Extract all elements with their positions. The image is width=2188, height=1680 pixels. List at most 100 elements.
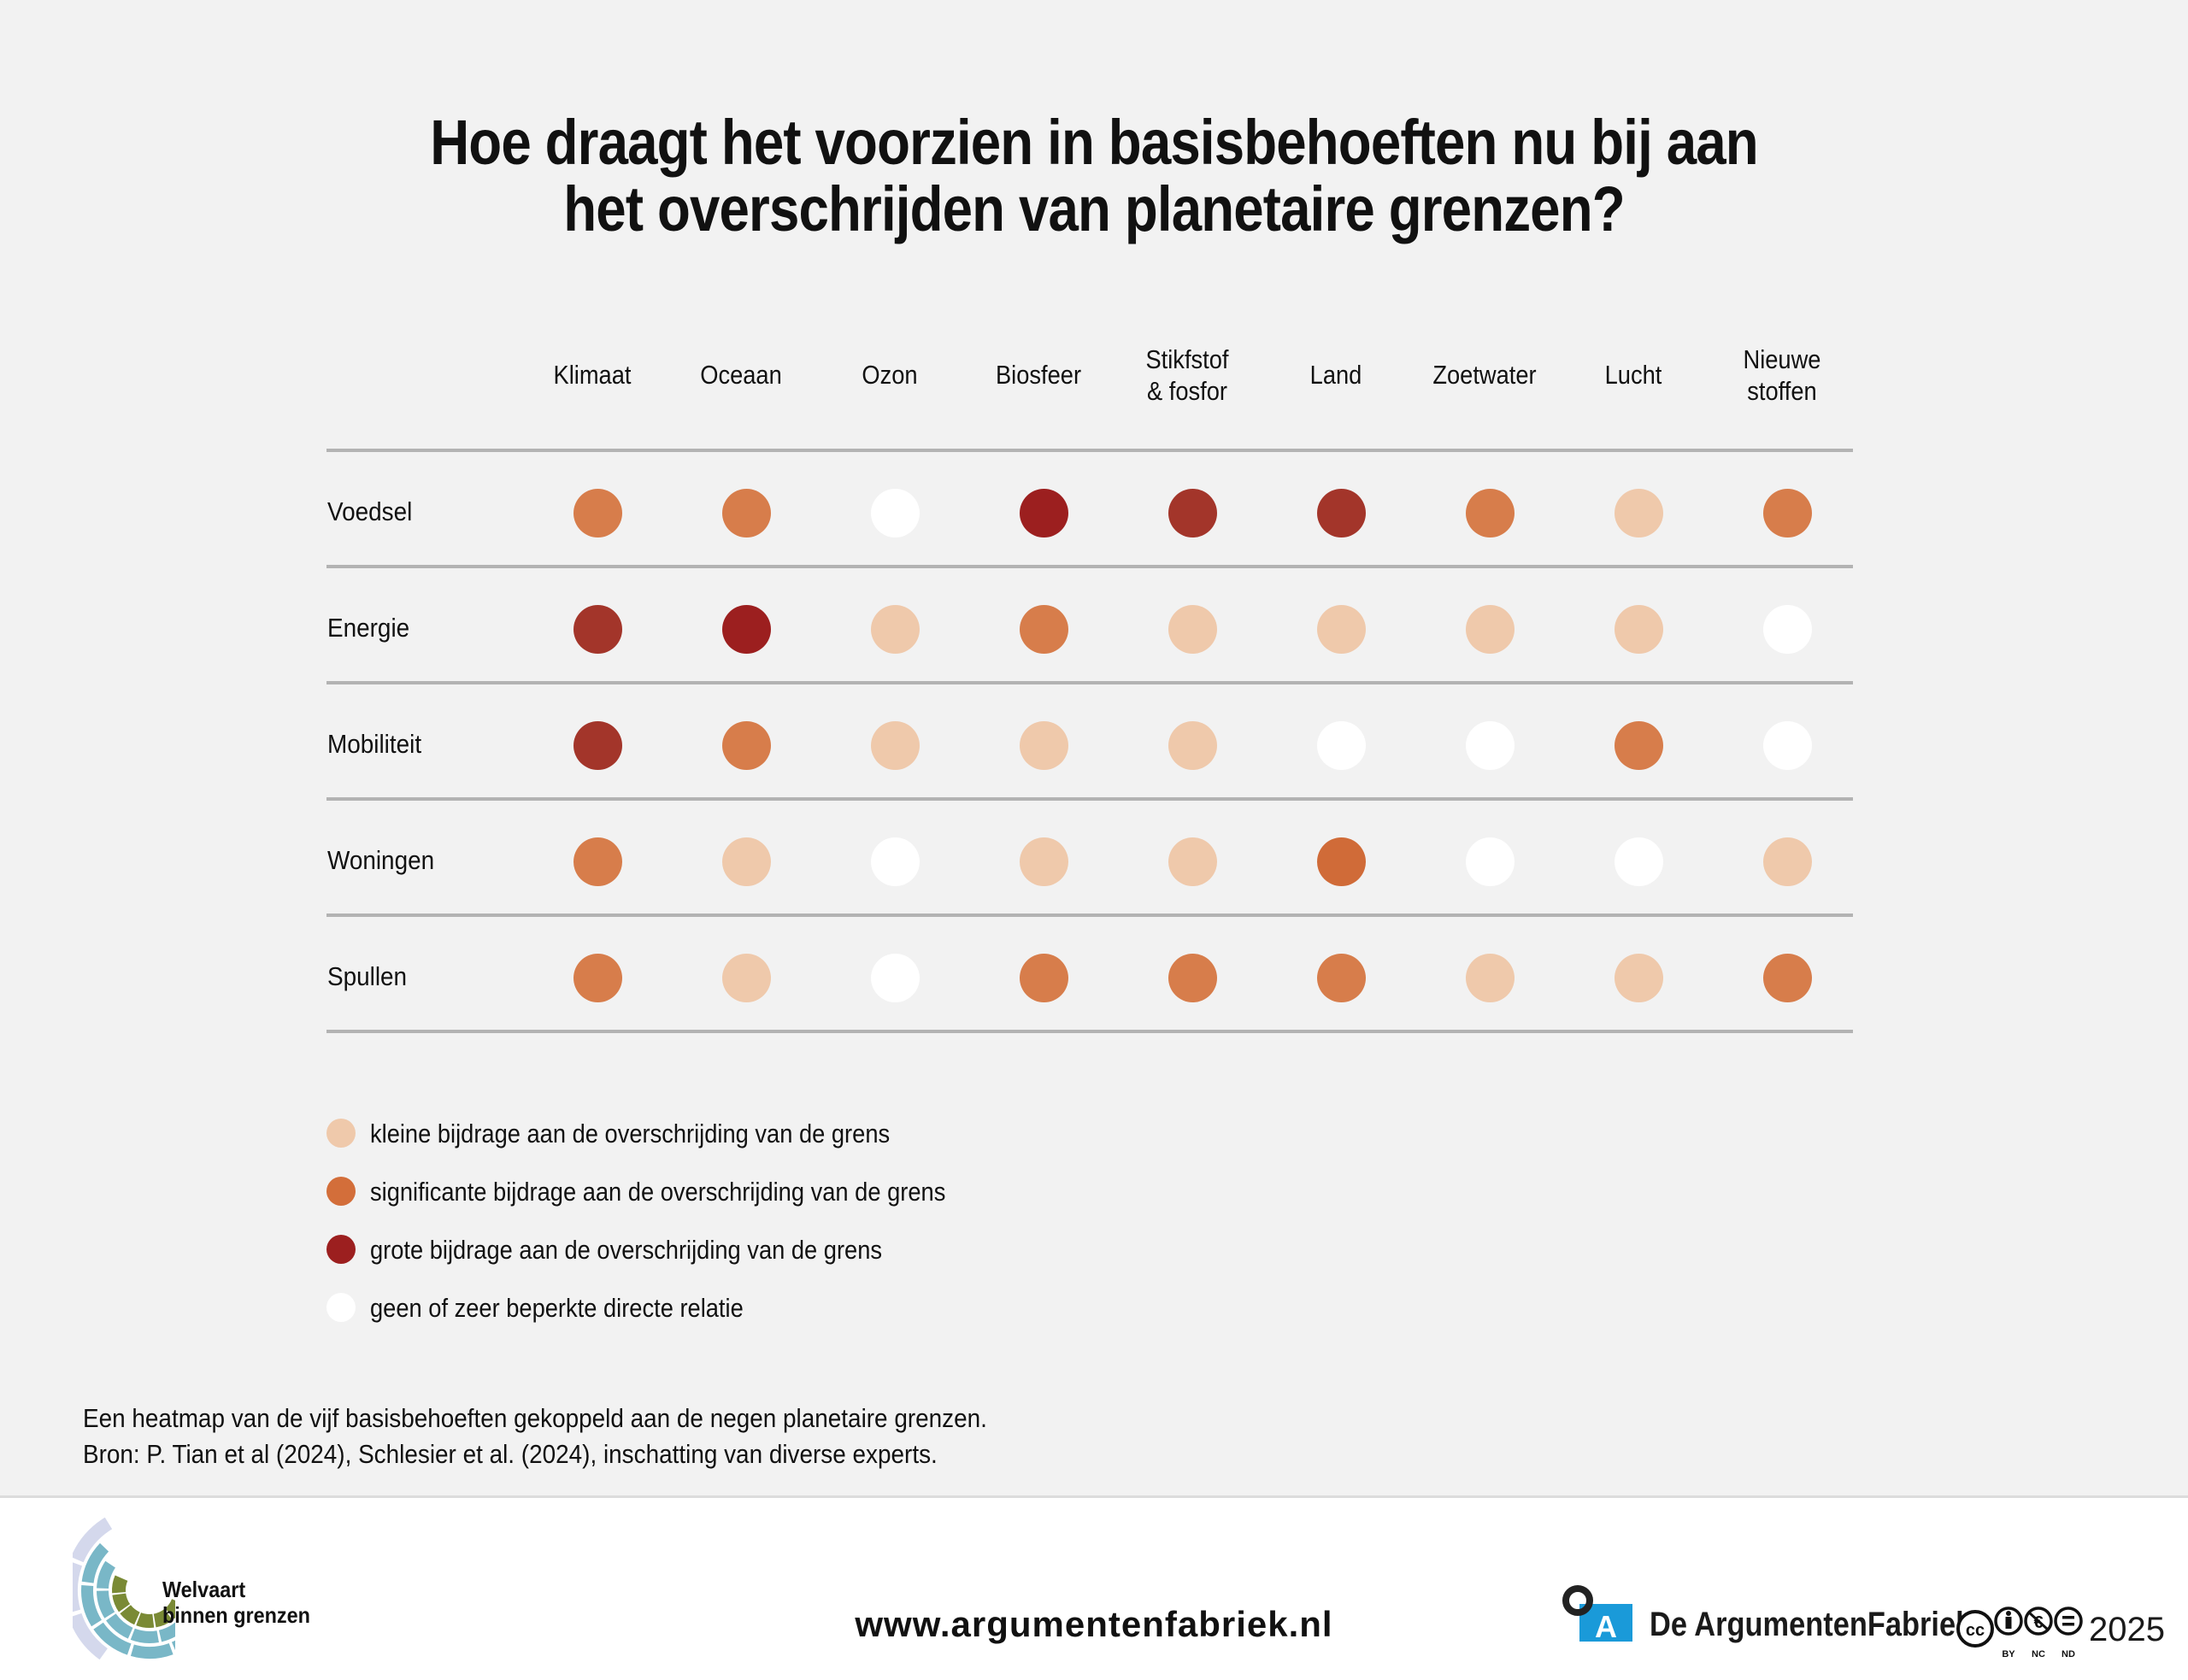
heatmap-cell-dot bbox=[721, 953, 771, 1002]
heatmap-cell-dot bbox=[1762, 488, 1812, 537]
row-divider bbox=[326, 1030, 1853, 1033]
column-header: Ozon bbox=[815, 359, 965, 391]
heatmap-cell-dot bbox=[1614, 953, 1663, 1002]
heatmap-cell-dot bbox=[1762, 720, 1812, 770]
row-divider bbox=[326, 797, 1853, 801]
heatmap-cell-dot bbox=[573, 720, 622, 770]
heatmap-cell-dot bbox=[1019, 953, 1068, 1002]
column-header-line: Land bbox=[1309, 360, 1362, 390]
logo-segment bbox=[171, 1640, 175, 1651]
heatmap-cell-dot bbox=[1465, 720, 1515, 770]
heatmap-cell-dot bbox=[870, 488, 920, 537]
column-header-line: Lucht bbox=[1604, 360, 1662, 390]
footer: Welvaart binnen grenzen www.argumentenfa… bbox=[0, 1495, 2188, 1680]
heatmap-cell-dot bbox=[721, 720, 771, 770]
caption-description: Een heatmap van de vijf basisbehoeften g… bbox=[83, 1403, 987, 1433]
row-label: Spullen bbox=[327, 961, 408, 991]
heatmap-cell-dot bbox=[1316, 604, 1366, 654]
column-header-line: Ozon bbox=[862, 360, 918, 390]
license-label-nd: ND bbox=[2062, 1649, 2075, 1659]
heatmap-cell-dot bbox=[1762, 837, 1812, 886]
logo-segment bbox=[97, 1560, 115, 1589]
by-icon bbox=[1994, 1607, 2023, 1636]
license-label-nc: NC bbox=[2032, 1649, 2045, 1659]
creative-commons-license-icon: cc € BY NC ND bbox=[1956, 1607, 2083, 1659]
logo-segment bbox=[112, 1593, 131, 1612]
row-label: Energie bbox=[327, 613, 410, 643]
column-header: Klimaat bbox=[517, 359, 668, 391]
heatmap-cell-dot bbox=[721, 604, 771, 654]
column-header-line: stoffen bbox=[1747, 376, 1817, 406]
logo-segment bbox=[106, 1613, 133, 1639]
heatmap-cell-dot bbox=[1168, 720, 1217, 770]
row-divider bbox=[326, 913, 1853, 917]
logo-segment bbox=[81, 1542, 109, 1583]
legend-label: significante bijdrage aan de overschrijd… bbox=[370, 1177, 946, 1207]
column-header-line: Oceaan bbox=[700, 360, 782, 390]
row-divider bbox=[326, 449, 1853, 452]
column-header: Lucht bbox=[1558, 359, 1709, 391]
heatmap-cell-dot bbox=[1168, 837, 1217, 886]
logo-segment bbox=[112, 1575, 128, 1594]
logo-segment bbox=[97, 1590, 115, 1618]
heatmap-cell-dot bbox=[1316, 488, 1366, 537]
logo-segment bbox=[73, 1517, 113, 1563]
heatmap-cell-dot bbox=[1465, 953, 1515, 1002]
column-header-line: Stikfstof bbox=[1145, 344, 1229, 374]
row-divider bbox=[326, 681, 1853, 684]
title-line-1: Hoe draagt het voorzien in basisbehoefte… bbox=[430, 107, 1758, 178]
website-link[interactable]: www.argumentenfabriek.nl bbox=[855, 1604, 1333, 1644]
heatmap-cell-dot bbox=[1614, 604, 1663, 654]
logo-segment bbox=[158, 1622, 175, 1642]
heatmap-cell-dot bbox=[1168, 953, 1217, 1002]
heatmap-cell-dot bbox=[870, 953, 920, 1002]
column-header-line: Klimaat bbox=[553, 360, 632, 390]
logo-segment bbox=[120, 1605, 140, 1625]
heatmap-cell-dot bbox=[1614, 837, 1663, 886]
nc-icon: € bbox=[2024, 1607, 2053, 1636]
legend-swatch bbox=[326, 1119, 356, 1148]
heatmap-cell-dot bbox=[1614, 720, 1663, 770]
heatmap-cell-dot bbox=[721, 837, 771, 886]
heatmap-cell-dot bbox=[870, 837, 920, 886]
caption-source: Bron: P. Tian et al (2024), Schlesier et… bbox=[83, 1439, 938, 1469]
logo-segment bbox=[153, 1609, 173, 1628]
legend-label: kleine bijdrage aan de overschrijding va… bbox=[370, 1119, 891, 1148]
heatmap-cell-dot bbox=[1168, 488, 1217, 537]
column-header-line: Nieuwe bbox=[1743, 344, 1821, 374]
heatmap-cell-dot bbox=[1465, 837, 1515, 886]
column-header: Oceaan bbox=[666, 359, 816, 391]
heatmap-cell-dot bbox=[1762, 953, 1812, 1002]
brand-name: De ArgumentenFabriek bbox=[1650, 1606, 1973, 1643]
chart-title: Hoe draagt het voorzien in basisbehoefte… bbox=[0, 109, 2188, 243]
brand-letter: A bbox=[1595, 1609, 1617, 1642]
logo-segment bbox=[130, 1628, 159, 1643]
column-header: Land bbox=[1261, 359, 1411, 391]
logo-segment bbox=[81, 1584, 102, 1627]
welvaart-logo-line-2: binnen grenzen bbox=[162, 1602, 310, 1628]
heatmap-cell-dot bbox=[1168, 604, 1217, 654]
heatmap-cell-dot bbox=[1019, 837, 1068, 886]
column-header: Biosfeer bbox=[963, 359, 1114, 391]
cc-text: cc bbox=[1966, 1621, 1985, 1640]
heatmap-cell-dot bbox=[1465, 488, 1515, 537]
welvaart-logo-text: Welvaart binnen grenzen bbox=[162, 1577, 310, 1628]
heatmap-cell-dot bbox=[1019, 604, 1068, 654]
copyright-year: 2025 bbox=[2089, 1611, 2165, 1648]
cc-icon: cc bbox=[1956, 1610, 1994, 1648]
heatmap-chart: Klimaat Oceaan Ozon Biosfeer Stikfstof & fosf… bbox=[326, 344, 1853, 1033]
legend-swatch bbox=[326, 1177, 356, 1206]
heatmap-cell-dot bbox=[1465, 604, 1515, 654]
legend-swatch bbox=[326, 1235, 356, 1264]
welvaart-binnen-grenzen-logo-icon bbox=[73, 1517, 175, 1660]
heatmap-cell-dot bbox=[1316, 720, 1366, 770]
argumentenfabriek-logo-icon: A bbox=[1562, 1585, 1632, 1642]
heatmap-cell-dot bbox=[573, 488, 622, 537]
heatmap-cell-dot bbox=[1614, 488, 1663, 537]
row-divider bbox=[326, 565, 1853, 568]
heatmap-cell-dot bbox=[1762, 604, 1812, 654]
heatmap-cell-dot bbox=[721, 488, 771, 537]
nd-icon bbox=[2054, 1607, 2083, 1636]
heatmap-cell-dot bbox=[573, 837, 622, 886]
legend-label: grote bijdrage aan de overschrijding van… bbox=[370, 1235, 883, 1265]
